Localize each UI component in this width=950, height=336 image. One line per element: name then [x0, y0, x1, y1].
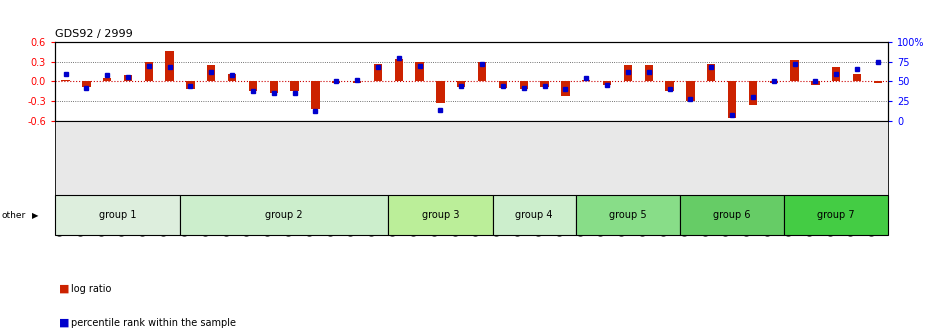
Bar: [478, 62, 486, 82]
Bar: [582, 80, 590, 82]
Text: ■: ■: [59, 318, 69, 328]
Bar: [165, 50, 174, 82]
Bar: [249, 82, 257, 91]
Bar: [576, 195, 680, 235]
Bar: [207, 65, 216, 82]
Bar: [499, 82, 507, 88]
Bar: [389, 195, 492, 235]
Bar: [270, 82, 278, 93]
Text: group 1: group 1: [99, 210, 137, 220]
Text: GDS92 / 2999: GDS92 / 2999: [55, 29, 133, 39]
Bar: [415, 62, 424, 82]
Bar: [103, 78, 111, 82]
Bar: [790, 60, 799, 82]
Bar: [492, 195, 576, 235]
Bar: [436, 82, 445, 102]
Bar: [686, 82, 694, 101]
Bar: [55, 195, 180, 235]
Bar: [624, 65, 632, 82]
Text: group 4: group 4: [516, 210, 553, 220]
Bar: [228, 74, 237, 82]
Text: group 3: group 3: [422, 210, 459, 220]
Bar: [603, 82, 611, 85]
Bar: [291, 82, 299, 91]
Text: ▶: ▶: [32, 211, 39, 219]
Bar: [728, 82, 736, 118]
Text: group 5: group 5: [609, 210, 647, 220]
Bar: [124, 75, 132, 82]
Bar: [749, 82, 757, 104]
Bar: [680, 195, 784, 235]
Bar: [144, 62, 153, 82]
Bar: [874, 82, 882, 83]
Text: percentile rank within the sample: percentile rank within the sample: [71, 318, 237, 328]
Bar: [541, 82, 549, 87]
Bar: [707, 64, 715, 82]
Text: other: other: [2, 211, 27, 219]
Bar: [394, 59, 403, 82]
Bar: [83, 82, 90, 87]
Text: group 2: group 2: [265, 210, 303, 220]
Text: group 7: group 7: [817, 210, 855, 220]
Bar: [373, 64, 382, 82]
Bar: [784, 195, 888, 235]
Bar: [832, 67, 841, 82]
Bar: [644, 65, 653, 82]
Bar: [180, 195, 389, 235]
Bar: [811, 82, 820, 85]
Bar: [665, 82, 674, 91]
Text: log ratio: log ratio: [71, 284, 112, 294]
Bar: [62, 80, 69, 82]
Bar: [561, 82, 570, 96]
Bar: [353, 82, 361, 83]
Bar: [853, 74, 861, 82]
Bar: [770, 82, 778, 83]
Bar: [457, 82, 466, 87]
Bar: [520, 82, 528, 89]
Bar: [332, 82, 340, 83]
Text: group 6: group 6: [713, 210, 751, 220]
Text: ■: ■: [59, 284, 69, 294]
Bar: [186, 82, 195, 89]
Bar: [312, 82, 319, 109]
